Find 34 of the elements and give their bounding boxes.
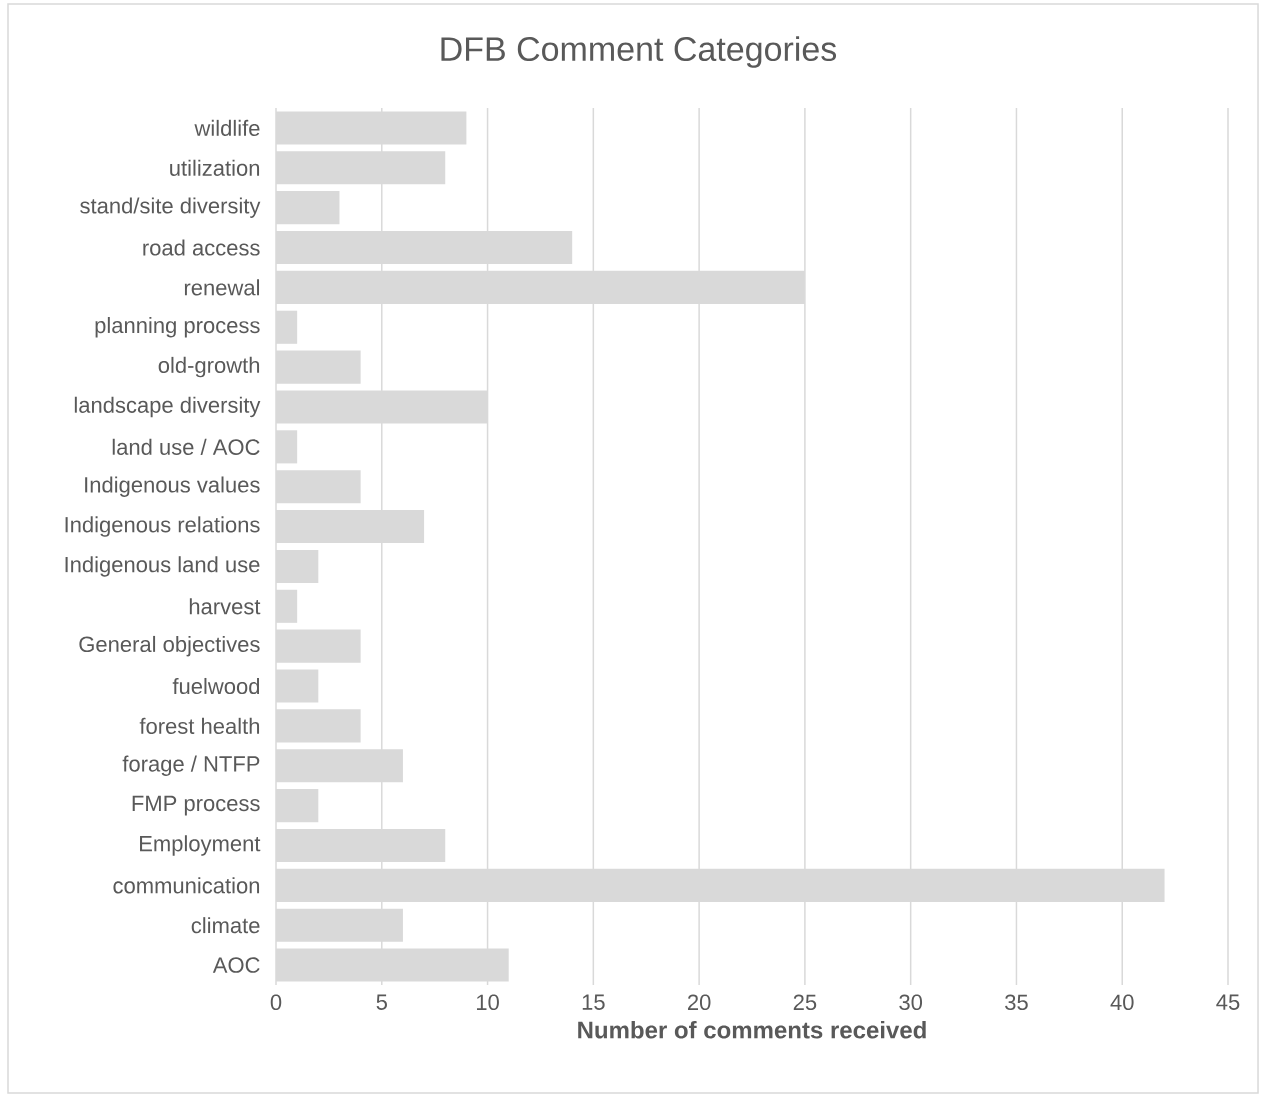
x-tick-label: 10 [476,994,499,1011]
y-tick-label: utilization [170,159,260,176]
y-tick-label: Indigenous land use [65,556,260,577]
y-tick-label: communication [113,877,260,894]
x-axis-title: Number of comments received [578,1020,926,1039]
y-tick-label: General objectives [79,635,260,657]
y-tick-label: AOC [212,957,260,973]
y-tick-label: landscape diversity [74,396,261,418]
y-tick-label: renewal [184,279,259,296]
y-tick-label: stand/site diversity [80,197,261,218]
y-tick-label: harvest [189,598,261,615]
y-tick-label: Employment [140,835,261,856]
x-tick-label: 30 [899,994,923,1011]
y-tick-label: forage / NTFP [122,755,260,777]
y-tick-label: planning process [95,317,260,338]
y-tick-label: forest health [139,717,260,734]
chart-title: DFB Comment Categories [441,36,837,68]
x-tick-label: 25 [793,994,817,1011]
x-tick-label: 0 [270,994,282,1011]
y-tick-label: Indigenous relations [65,516,260,537]
y-tick-label: land use / AOC [112,438,260,455]
y-tick-label: climate [191,917,260,934]
y-tick-label: FMP process [132,795,260,816]
y-tick-label: fuelwood [172,677,260,695]
x-tick-label: 15 [582,994,605,1010]
y-tick-label: old-growth [158,356,260,378]
x-tick-label: 40 [1110,994,1134,1011]
y-tick-label: wildlife [194,119,260,137]
x-tick-label: 20 [687,994,711,1011]
x-tick-label: 45 [1216,994,1240,1010]
y-tick-label: Indigenous values [85,476,260,497]
x-tick-label: 5 [376,994,387,1010]
y-tick-label: road access [143,239,260,256]
x-tick-label: 35 [1005,994,1028,1011]
